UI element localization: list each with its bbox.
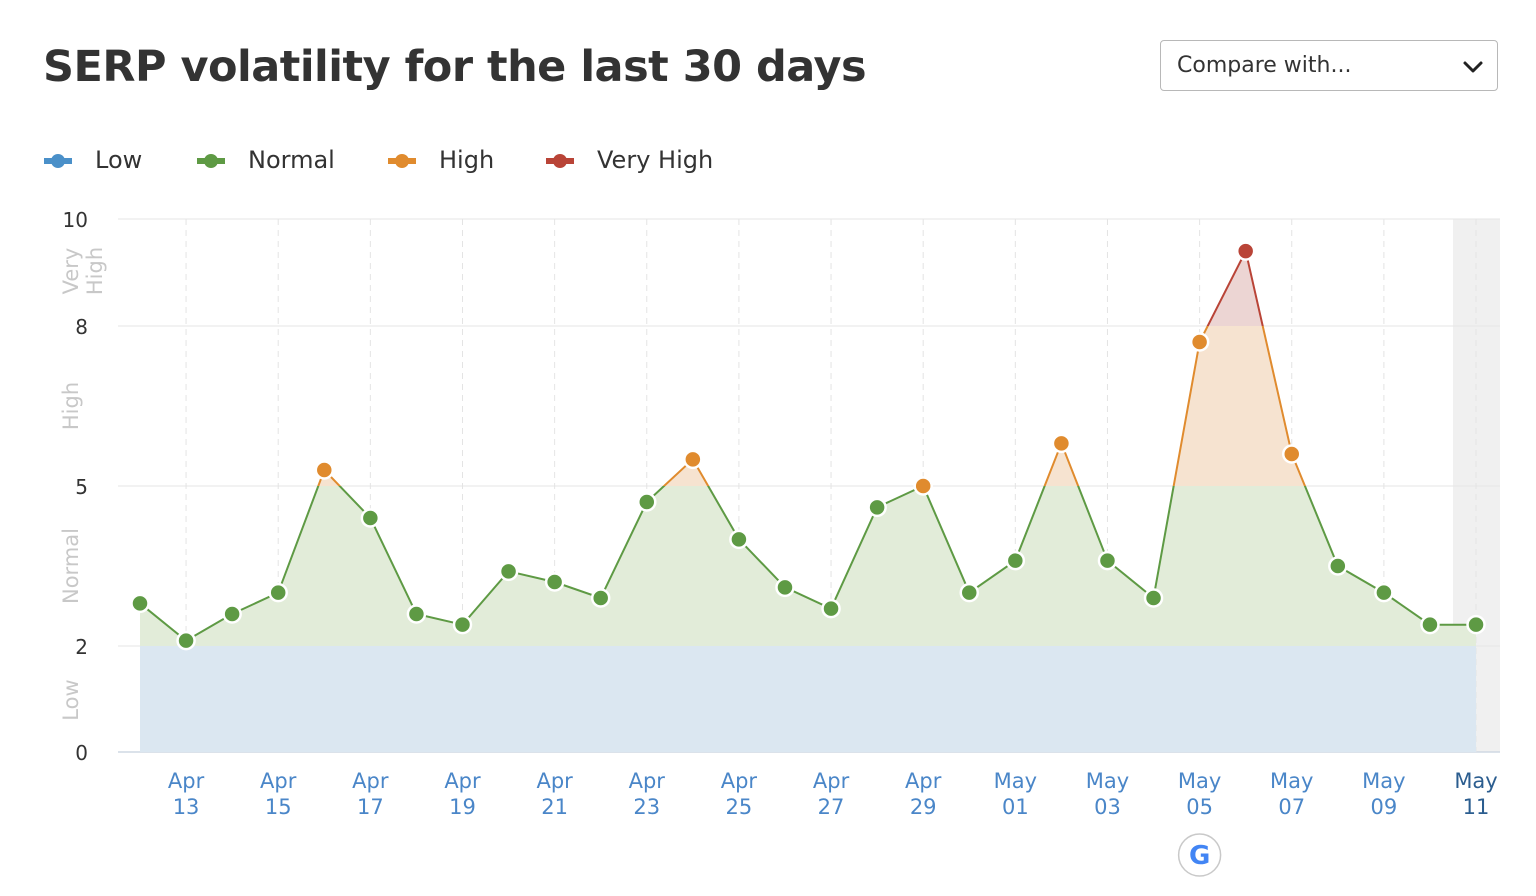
area-band-high <box>140 326 1477 486</box>
x-tick-month: May <box>1270 769 1313 793</box>
legend-label-high: High <box>439 146 495 174</box>
data-point <box>683 449 703 470</box>
data-point <box>1328 556 1348 576</box>
y-tick-label: 10 <box>63 208 88 232</box>
data-point <box>1051 433 1072 454</box>
x-tick-day: 13 <box>173 795 200 819</box>
x-tick-month: Apr <box>444 769 481 793</box>
data-point <box>314 460 335 480</box>
legend-very-high-marker-icon <box>546 154 574 168</box>
data-point <box>452 614 473 635</box>
google-update-marker <box>1177 833 1222 877</box>
x-tick-month: Apr <box>260 769 297 793</box>
x-tick-day: 07 <box>1278 795 1305 819</box>
x-tick-day: 01 <box>1002 795 1029 819</box>
y-tick-label: 0 <box>75 741 88 765</box>
x-tick-day: 11 <box>1463 795 1490 819</box>
data-point <box>959 582 980 603</box>
legend-label-very-high: Very High <box>597 146 714 174</box>
data-point <box>1466 614 1486 635</box>
data-point <box>268 582 288 603</box>
legend-very-high-dot <box>553 154 567 168</box>
series-line-normal <box>139 486 1476 642</box>
x-tick-month: Apr <box>168 769 205 793</box>
data-point <box>729 529 749 550</box>
x-tick-day: 19 <box>449 795 476 819</box>
data-point <box>1097 550 1118 571</box>
data-point <box>222 604 242 624</box>
legend-label-normal: Normal <box>248 146 335 174</box>
legend-normal-marker-icon <box>197 154 225 168</box>
band-label: High <box>83 247 107 295</box>
x-tick-month: May <box>1362 769 1405 793</box>
data-point <box>406 604 427 624</box>
data-point <box>1282 444 1302 464</box>
legend-label-low: Low <box>95 146 143 174</box>
x-tick-day: 29 <box>910 795 937 819</box>
x-tick-day: 09 <box>1371 795 1398 819</box>
y-tick-label: 8 <box>75 315 88 339</box>
x-tick-month: Apr <box>352 769 389 793</box>
data-point <box>913 476 933 496</box>
x-tick-day: 23 <box>633 795 660 819</box>
data-point <box>1374 582 1394 603</box>
legend-high-marker-icon <box>388 154 416 168</box>
x-tick-month: May <box>994 769 1037 793</box>
legend-low-marker-icon <box>44 154 72 168</box>
band-label: Low <box>59 679 83 720</box>
area-band-normal <box>140 486 1477 646</box>
legend-normal-dot <box>204 154 218 168</box>
low-band-fill <box>140 646 1477 752</box>
y-tick-label: 5 <box>75 475 88 499</box>
data-point <box>1143 588 1164 608</box>
x-tick-month: Apr <box>536 769 573 793</box>
x-tick-month: Apr <box>721 769 758 793</box>
google-icon: G <box>1189 841 1210 871</box>
x-tick-day: 03 <box>1094 795 1121 819</box>
data-point <box>1005 550 1026 571</box>
data-point <box>360 508 381 528</box>
data-point <box>1235 241 1256 261</box>
compare-with-label: Compare with... <box>1177 53 1352 78</box>
x-tick-month: Apr <box>905 769 942 793</box>
x-tick-month: May <box>1454 769 1497 793</box>
series-line-very-high <box>1206 248 1264 326</box>
x-tick-day: 21 <box>541 795 568 819</box>
data-point <box>1189 332 1210 352</box>
compare-with-dropdown[interactable]: Compare with... <box>1160 40 1498 91</box>
data-point <box>498 561 519 582</box>
legend-low-dot <box>51 154 65 168</box>
x-tick-day: 25 <box>726 795 753 819</box>
area-band-very-high <box>140 251 1477 326</box>
data-point <box>544 572 565 592</box>
data-point <box>867 497 887 518</box>
x-tick-month: May <box>1086 769 1129 793</box>
x-tick-month: May <box>1178 769 1221 793</box>
data-point <box>590 588 611 608</box>
chevron-down-icon <box>1463 61 1483 73</box>
band-label: Normal <box>59 528 83 604</box>
band-label: High <box>59 382 83 430</box>
x-tick-day: 15 <box>265 795 292 819</box>
data-point <box>821 598 841 619</box>
data-point <box>176 630 196 651</box>
data-point <box>130 593 150 614</box>
x-tick-day: 27 <box>818 795 845 819</box>
data-point <box>1420 614 1440 635</box>
x-tick-month: Apr <box>629 769 666 793</box>
x-tick-day: 05 <box>1186 795 1213 819</box>
x-tick-day: 17 <box>357 795 384 819</box>
page-title: SERP volatility for the last 30 days <box>43 42 867 92</box>
data-point <box>775 577 795 598</box>
band-label: Very <box>59 248 83 295</box>
legend-high-dot <box>395 154 409 168</box>
y-tick-label: 2 <box>75 635 88 659</box>
data-point <box>637 492 657 512</box>
x-tick-month: Apr <box>813 769 850 793</box>
